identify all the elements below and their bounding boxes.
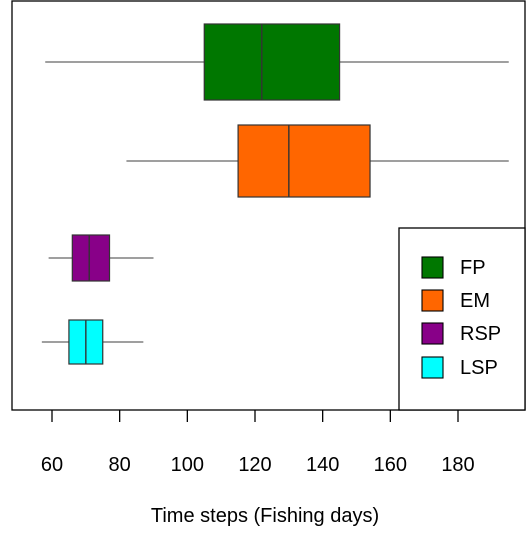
legend-swatch-em	[421, 289, 444, 312]
x-tick-label-140: 140	[306, 454, 339, 476]
x-tick-label-120: 120	[238, 454, 271, 476]
legend-item-em: EM	[421, 289, 490, 312]
legend-label-em: EM	[460, 290, 490, 312]
x-axis: 60 80 100 120 140 160 180	[41, 410, 475, 476]
box-rsp	[48, 234, 154, 282]
legend-swatch-rsp	[421, 322, 444, 345]
legend-entries: FP EM RSP LSP	[421, 256, 501, 379]
x-tick-label-100: 100	[171, 454, 204, 476]
boxes-group	[41, 23, 509, 365]
iqr-box-rsp	[71, 234, 111, 282]
iqr-box-em	[237, 124, 371, 198]
plot-frame	[11, 0, 526, 411]
legend: FP EM RSP LSP	[398, 227, 526, 411]
legend-item-lsp: LSP	[421, 356, 498, 379]
legend-label-rsp: RSP	[460, 323, 501, 345]
legend-swatch-fp	[421, 256, 444, 279]
box-fp	[45, 23, 509, 101]
iqr-box-fp	[203, 23, 341, 101]
x-tick-label-80: 80	[109, 454, 131, 476]
x-tick-label-180: 180	[441, 454, 474, 476]
legend-label-fp: FP	[460, 257, 486, 279]
box-em	[126, 124, 509, 198]
x-tick-label-160: 160	[374, 454, 407, 476]
x-tick-label-60: 60	[41, 454, 63, 476]
x-axis-title: Time steps (Fishing days)	[151, 505, 379, 527]
legend-label-lsp: LSP	[460, 357, 498, 379]
box-lsp	[41, 319, 144, 365]
legend-item-fp: FP	[421, 256, 486, 279]
legend-item-rsp: RSP	[421, 322, 501, 345]
legend-swatch-lsp	[421, 356, 444, 379]
legend-frame	[398, 227, 526, 411]
